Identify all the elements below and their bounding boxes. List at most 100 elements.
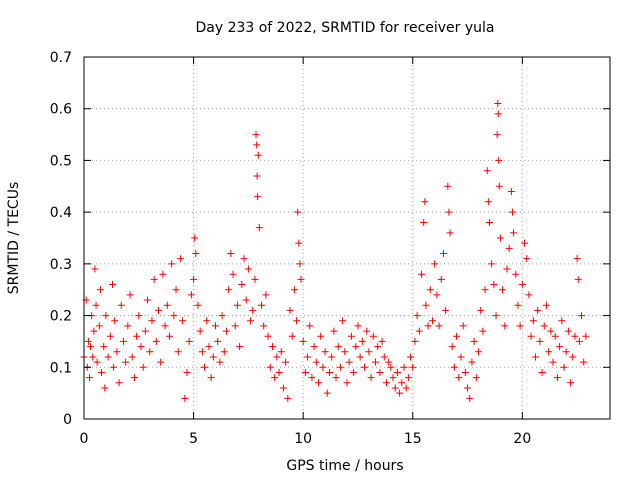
data-point bbox=[580, 358, 588, 366]
data-point bbox=[575, 337, 583, 345]
data-point bbox=[181, 394, 189, 402]
data-point bbox=[540, 322, 548, 330]
data-point bbox=[363, 327, 371, 335]
data-point bbox=[233, 301, 241, 309]
data-point bbox=[203, 317, 211, 325]
data-point bbox=[209, 353, 217, 361]
data-point bbox=[108, 281, 116, 289]
data-point bbox=[183, 368, 191, 376]
data-point bbox=[216, 358, 224, 366]
data-point bbox=[212, 322, 219, 330]
data-point bbox=[282, 358, 290, 366]
data-point bbox=[573, 255, 581, 263]
data-point bbox=[266, 363, 274, 371]
data-point bbox=[317, 332, 325, 340]
data-point bbox=[508, 208, 516, 216]
data-point bbox=[91, 265, 99, 273]
x-tick-label: 15 bbox=[404, 431, 422, 447]
data-point bbox=[380, 353, 388, 361]
data-point bbox=[104, 353, 112, 361]
data-point bbox=[84, 337, 92, 345]
data-point bbox=[407, 353, 415, 361]
x-tick-label: 10 bbox=[294, 431, 312, 447]
data-point bbox=[420, 218, 428, 226]
data-point bbox=[92, 301, 100, 309]
data-point bbox=[96, 286, 104, 294]
data-point bbox=[450, 363, 458, 371]
data-point bbox=[495, 182, 503, 190]
data-point bbox=[512, 270, 520, 278]
data-point bbox=[549, 358, 557, 366]
data-point bbox=[334, 343, 342, 351]
data-point bbox=[244, 265, 252, 273]
data-point bbox=[464, 384, 472, 392]
data-point bbox=[365, 348, 373, 356]
data-point bbox=[453, 332, 461, 340]
data-point bbox=[479, 327, 487, 335]
data-point bbox=[445, 208, 453, 216]
data-point bbox=[551, 332, 559, 340]
data-point bbox=[207, 374, 215, 382]
data-point bbox=[470, 337, 478, 345]
y-tick-label: 0.1 bbox=[50, 360, 72, 376]
y-tick-label: 0 bbox=[63, 412, 72, 428]
data-point bbox=[102, 312, 110, 320]
data-point bbox=[358, 337, 366, 345]
data-point bbox=[468, 358, 476, 366]
data-point bbox=[421, 198, 429, 206]
data-point bbox=[205, 343, 213, 351]
data-point bbox=[170, 312, 178, 320]
data-point bbox=[133, 332, 141, 340]
data-point bbox=[106, 332, 114, 340]
data-point bbox=[137, 343, 145, 351]
data-point bbox=[124, 322, 132, 330]
data-point bbox=[510, 229, 518, 237]
data-point bbox=[389, 374, 397, 382]
data-point bbox=[220, 348, 228, 356]
data-point bbox=[264, 332, 272, 340]
data-point bbox=[339, 317, 347, 325]
data-point bbox=[442, 306, 450, 314]
y-tick-label: 0.2 bbox=[50, 309, 72, 325]
data-point bbox=[560, 363, 568, 371]
data-point bbox=[279, 384, 287, 392]
data-point bbox=[387, 363, 395, 371]
plot-frame bbox=[83, 56, 611, 420]
data-point bbox=[495, 156, 503, 164]
data-point bbox=[393, 368, 401, 376]
data-point bbox=[369, 332, 377, 340]
data-point bbox=[567, 379, 575, 387]
data-point bbox=[376, 368, 384, 376]
data-point bbox=[523, 255, 531, 263]
chart-title: Day 233 of 2022, SRMTID for receiver yul… bbox=[195, 20, 494, 36]
data-point bbox=[411, 337, 419, 345]
data-point bbox=[119, 337, 127, 345]
data-point bbox=[319, 363, 327, 371]
data-point bbox=[553, 374, 561, 382]
data-point bbox=[350, 368, 358, 376]
data-point bbox=[542, 301, 550, 309]
data-point bbox=[198, 348, 206, 356]
data-point bbox=[229, 270, 237, 278]
data-point bbox=[174, 348, 182, 356]
data-point bbox=[525, 291, 533, 299]
data-point bbox=[87, 343, 95, 351]
data-point bbox=[101, 384, 109, 392]
data-point bbox=[275, 368, 283, 376]
data-point bbox=[418, 270, 426, 278]
data-point bbox=[413, 312, 421, 320]
data-point bbox=[192, 250, 200, 258]
data-point bbox=[161, 322, 169, 330]
data-point bbox=[459, 322, 467, 330]
data-point bbox=[536, 337, 544, 345]
data-point bbox=[488, 260, 496, 268]
y-tick-label: 0.7 bbox=[50, 50, 72, 66]
data-point bbox=[531, 353, 539, 361]
y-tick-label: 0.5 bbox=[50, 153, 72, 169]
data-point bbox=[582, 332, 590, 340]
data-point bbox=[225, 286, 233, 294]
data-point bbox=[527, 332, 535, 340]
data-point bbox=[308, 374, 316, 382]
data-point bbox=[236, 343, 244, 351]
data-point bbox=[493, 131, 501, 139]
